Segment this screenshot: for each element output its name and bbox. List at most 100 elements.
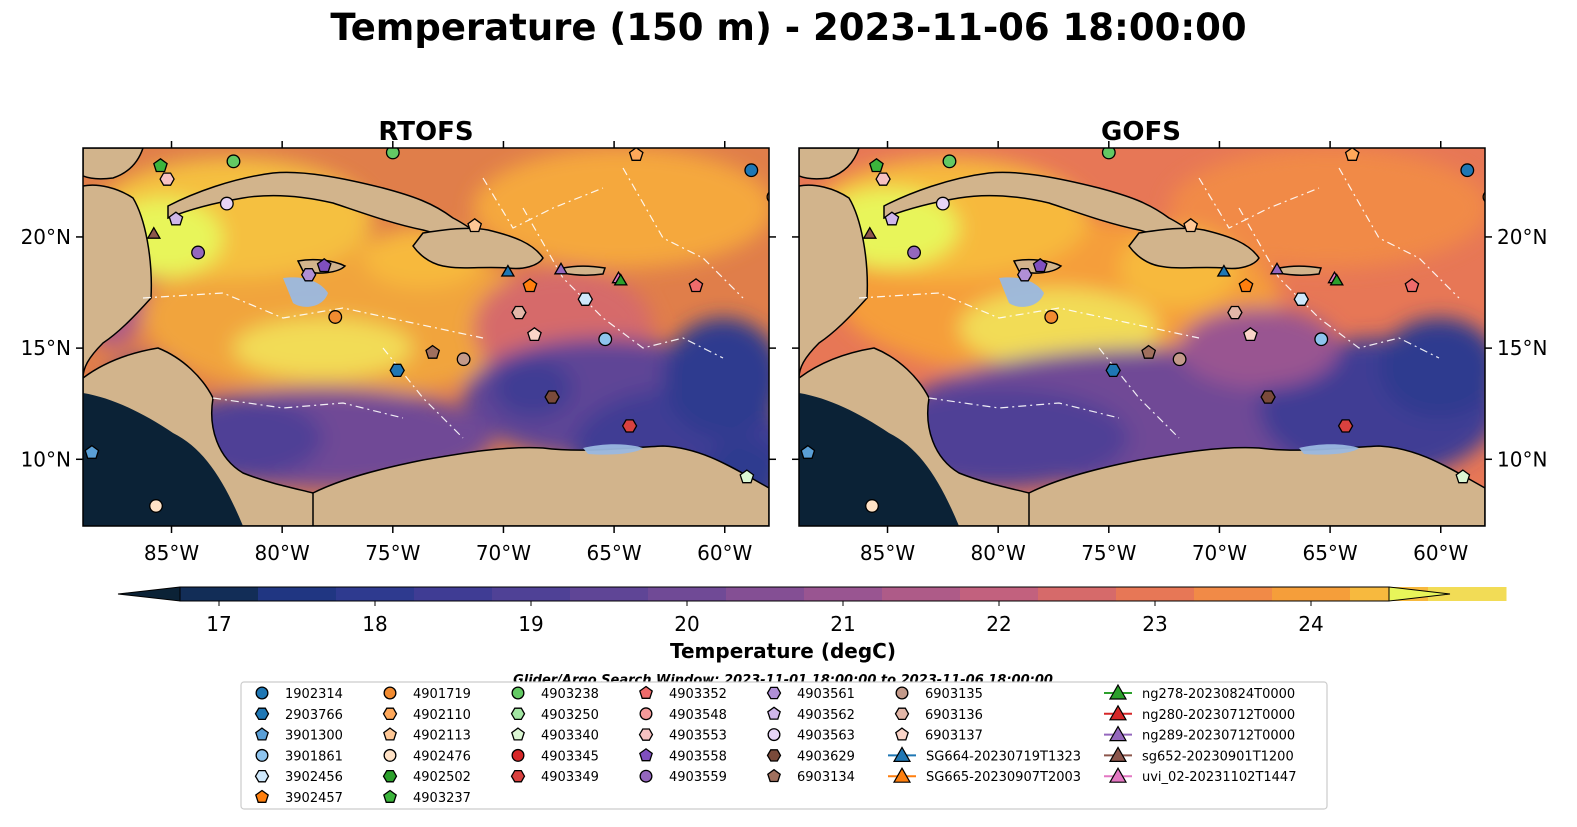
legend-label: sg652-20230901T1200 — [1142, 749, 1294, 764]
lon-axis: 85°W 80°W 75°W 70°W 65°W 60°W — [860, 141, 1469, 565]
observation-marker — [1238, 278, 1254, 293]
observation-marker — [84, 444, 100, 459]
legend-item: 4903237 — [383, 789, 471, 806]
lat-tick-label: 20°N — [21, 225, 71, 249]
observation-marker — [1293, 292, 1310, 306]
lon-tick-label: 65°W — [586, 541, 641, 565]
legend-label: 4903340 — [541, 729, 599, 744]
colorbar-segment — [960, 587, 1039, 601]
legend: 1902314 2903766 3901300 3901861 3902456 39024… — [254, 683, 1296, 806]
colorbar-segment — [414, 587, 493, 601]
lon-tick-label: 70°W — [1192, 541, 1247, 565]
observation-marker — [553, 261, 569, 275]
observation-marker — [389, 363, 405, 378]
legend-item: 4902476 — [383, 748, 471, 764]
legend-label: SG664-20230719T1323 — [926, 749, 1081, 764]
lon-tick-label: 75°W — [365, 541, 420, 565]
legend-marker — [638, 728, 654, 741]
observation-marker — [316, 257, 332, 273]
observation-marker — [862, 226, 878, 239]
legend-marker — [766, 749, 782, 762]
legend-item: 6903136 — [894, 707, 983, 723]
legend-item: 4903558 — [639, 748, 727, 764]
legend-marker — [767, 728, 781, 742]
legend-item: 6903135 — [895, 686, 983, 702]
legend-item: 3902457 — [255, 789, 343, 806]
colorbar-segment — [1428, 587, 1507, 601]
colorbar-segment — [1038, 587, 1117, 601]
observation-marker — [875, 172, 891, 186]
legend-item: 4903250 — [510, 707, 599, 723]
observation-marker — [146, 226, 162, 239]
legend-marker — [255, 727, 269, 741]
legend-label: 4903352 — [669, 687, 727, 702]
legend-item: 4903548 — [639, 707, 727, 723]
legend-label: 6903136 — [925, 708, 983, 723]
observation-marker — [884, 211, 900, 226]
legend-marker — [383, 748, 397, 762]
legend-item: 4903349 — [510, 769, 599, 785]
lon-tick-label: 80°W — [255, 541, 310, 565]
legend-label: 4903250 — [541, 708, 599, 723]
legend-label: 3902456 — [285, 770, 343, 785]
observation-marker — [1105, 363, 1121, 378]
observation-marker — [226, 154, 241, 169]
observation-marker — [907, 245, 922, 260]
legend-marker — [510, 769, 526, 783]
observation-marker — [153, 157, 168, 173]
observation-marker — [1243, 326, 1258, 342]
legend-label: 4903563 — [797, 729, 855, 744]
observation-marker — [744, 163, 759, 178]
legend-item: 3902456 — [254, 769, 343, 785]
observation-marker — [159, 172, 175, 186]
observation-marker — [1404, 278, 1420, 293]
lat-tick-label: 10°N — [1497, 447, 1547, 471]
colorbar-tick-label: 22 — [986, 612, 1011, 636]
legend-marker — [895, 686, 909, 700]
legend-label: 4902502 — [413, 770, 471, 785]
map-area — [83, 148, 769, 526]
observation-marker — [1329, 273, 1344, 286]
lon-tick-label: 60°W — [1413, 541, 1468, 565]
colorbar-segment — [1194, 587, 1273, 601]
colorbar-segment — [258, 587, 337, 601]
observation-marker — [613, 273, 628, 286]
lon-tick-label: 75°W — [1081, 541, 1136, 565]
observation-marker — [1260, 390, 1276, 404]
observation-marker — [935, 196, 950, 211]
legend-marker — [511, 748, 525, 762]
legend-item: 3901300 — [255, 727, 343, 744]
observation-marker — [1337, 419, 1354, 433]
legend-item: 4902110 — [382, 707, 471, 723]
map-area — [799, 148, 1485, 526]
legend-marker — [383, 727, 397, 741]
legend-label: ng280-20230712T0000 — [1142, 708, 1295, 723]
legend-item: 2903766 — [254, 707, 343, 723]
observation-marker — [1044, 310, 1059, 324]
lon-tick-label: 85°W — [860, 541, 915, 565]
legend-marker — [510, 707, 526, 721]
observation-marker — [628, 148, 644, 161]
observation-marker — [800, 444, 816, 459]
legend-label: 3901861 — [285, 749, 343, 764]
observation-markers — [84, 148, 769, 513]
observation-marker — [425, 344, 441, 359]
legend-marker — [767, 706, 781, 720]
legend-label: 4903237 — [413, 791, 471, 806]
map-panel-rtofs: RTOFS — [21, 117, 776, 565]
legend-item: 4903553 — [638, 728, 727, 744]
observation-marker — [385, 148, 400, 160]
observation-markers — [800, 148, 1485, 513]
observation-marker — [168, 211, 184, 226]
observation-marker — [869, 157, 884, 173]
observation-marker — [500, 264, 516, 277]
legend-item: 4903563 — [767, 728, 855, 744]
legend-label: 4902113 — [413, 729, 471, 744]
observation-marker — [1141, 344, 1157, 359]
legend-label: 4903558 — [669, 749, 727, 764]
legend-marker — [639, 769, 653, 783]
figure-title: Temperature (150 m) - 2023-11-06 18:00:0… — [330, 6, 1247, 49]
colorbar-segment — [570, 587, 649, 601]
colorbar-segment — [180, 587, 259, 601]
